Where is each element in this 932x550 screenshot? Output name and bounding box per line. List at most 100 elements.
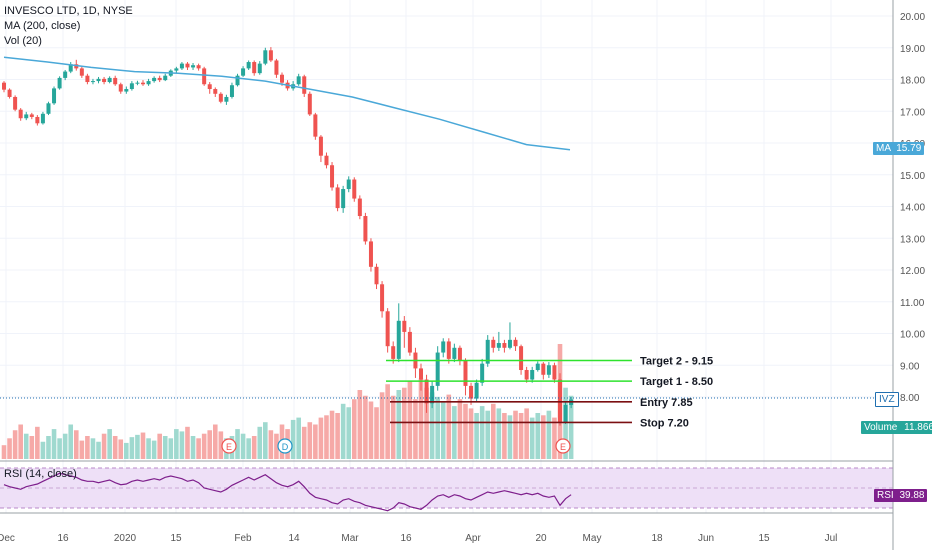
volume-bar bbox=[1, 445, 7, 459]
level-label: Entry 7.85 bbox=[640, 397, 693, 409]
price-tick-label: 18.00 bbox=[900, 76, 925, 87]
candle-body bbox=[546, 365, 551, 375]
volume-badge-value: 11.866M bbox=[904, 422, 932, 433]
candle-body bbox=[29, 114, 34, 117]
candle-body bbox=[118, 84, 123, 92]
time-tick-label: 2020 bbox=[114, 533, 137, 544]
volume-bar bbox=[146, 438, 151, 459]
candle-body bbox=[35, 116, 40, 124]
time-tick-label: 18 bbox=[651, 533, 663, 544]
candle-body bbox=[380, 284, 385, 312]
candle-body bbox=[157, 77, 162, 81]
candle-body bbox=[257, 63, 262, 74]
candle-body bbox=[385, 311, 390, 347]
candle-body bbox=[474, 382, 479, 399]
candle-body bbox=[107, 77, 112, 83]
volume-bar bbox=[246, 438, 251, 459]
dividend-marker bbox=[277, 438, 293, 454]
time-tick-label: 16 bbox=[400, 533, 412, 544]
candle-body bbox=[424, 379, 429, 404]
candle-body bbox=[196, 65, 201, 69]
volume-bar bbox=[151, 440, 157, 459]
earnings-marker bbox=[555, 438, 571, 454]
volume-bar bbox=[107, 429, 112, 459]
volume-bar bbox=[402, 387, 407, 459]
volume-bar bbox=[335, 413, 340, 459]
volume-bar bbox=[240, 433, 246, 459]
volume-bar bbox=[529, 417, 535, 459]
volume-bar bbox=[168, 438, 174, 459]
candle-body bbox=[224, 96, 229, 102]
volume-bar bbox=[446, 394, 452, 459]
candle-body bbox=[280, 74, 284, 83]
volume-bar bbox=[301, 426, 307, 459]
volume-bar bbox=[396, 390, 402, 459]
candle-body bbox=[491, 339, 496, 348]
volume-bar bbox=[351, 399, 357, 459]
volume-bar bbox=[524, 408, 529, 459]
candle-body bbox=[46, 103, 51, 114]
volume-bar bbox=[485, 410, 491, 459]
volume-bar bbox=[468, 408, 474, 459]
candles bbox=[2, 47, 574, 426]
volume-bar bbox=[174, 429, 179, 459]
candle-body bbox=[129, 83, 134, 90]
level-label: Target 2 - 9.15 bbox=[640, 355, 713, 367]
volume-bar bbox=[518, 413, 524, 459]
candle-body bbox=[268, 50, 273, 61]
price-tick-label: 12.00 bbox=[900, 266, 925, 277]
candle-body bbox=[363, 216, 368, 242]
volume-bar bbox=[452, 406, 457, 459]
volume-bar bbox=[418, 378, 424, 459]
volume-bar bbox=[463, 403, 468, 459]
level-label: Stop 7.20 bbox=[640, 417, 689, 429]
volume-bar bbox=[235, 429, 240, 459]
volume-bar bbox=[46, 436, 51, 459]
candle-body bbox=[68, 64, 73, 72]
candle-body bbox=[2, 82, 6, 90]
volume-bar bbox=[124, 442, 129, 459]
candle-body bbox=[163, 75, 168, 81]
volume-bars bbox=[1, 344, 574, 459]
candle-body bbox=[457, 347, 462, 361]
candle-body bbox=[391, 346, 396, 359]
rsi-line bbox=[3, 472, 572, 512]
candle-body bbox=[202, 68, 207, 85]
volume-bar bbox=[385, 384, 390, 459]
volume-legend: Vol (20) bbox=[4, 35, 42, 47]
candle-body bbox=[85, 75, 90, 83]
candle-body bbox=[541, 363, 546, 375]
volume-bar bbox=[73, 430, 79, 459]
price-tick-label: 19.00 bbox=[900, 44, 925, 55]
time-tick-label: Feb bbox=[234, 533, 252, 544]
volume-bar bbox=[201, 433, 207, 459]
ma-200-line bbox=[3, 56, 571, 151]
candle-body bbox=[452, 347, 457, 359]
volume-bar bbox=[390, 395, 396, 459]
candle-body bbox=[102, 78, 107, 83]
candle-body bbox=[174, 68, 179, 71]
price-tick-label: 15.00 bbox=[900, 171, 925, 182]
candle-body bbox=[135, 82, 140, 84]
candle-body bbox=[552, 365, 557, 380]
candle-body bbox=[52, 88, 57, 104]
volume-bar bbox=[274, 433, 279, 459]
candle-body bbox=[441, 341, 446, 353]
ma-badge-value: 15.79 bbox=[896, 143, 922, 154]
volume-bar bbox=[424, 387, 429, 459]
volume-bar bbox=[112, 436, 118, 459]
time-tick-label: Dec bbox=[0, 533, 15, 544]
volume-bar bbox=[96, 441, 101, 459]
volume-bar bbox=[440, 401, 446, 459]
candle-body bbox=[296, 76, 301, 85]
volume-bar bbox=[62, 433, 68, 459]
volume-bar bbox=[379, 392, 385, 459]
volume-bar bbox=[329, 410, 335, 459]
volume-bar bbox=[552, 417, 557, 459]
time-tick-label: 15 bbox=[170, 533, 182, 544]
volume-bar bbox=[363, 395, 368, 459]
candle-body bbox=[79, 68, 84, 76]
price-tick-label: 11.00 bbox=[900, 298, 925, 309]
volume-bar bbox=[23, 433, 29, 459]
